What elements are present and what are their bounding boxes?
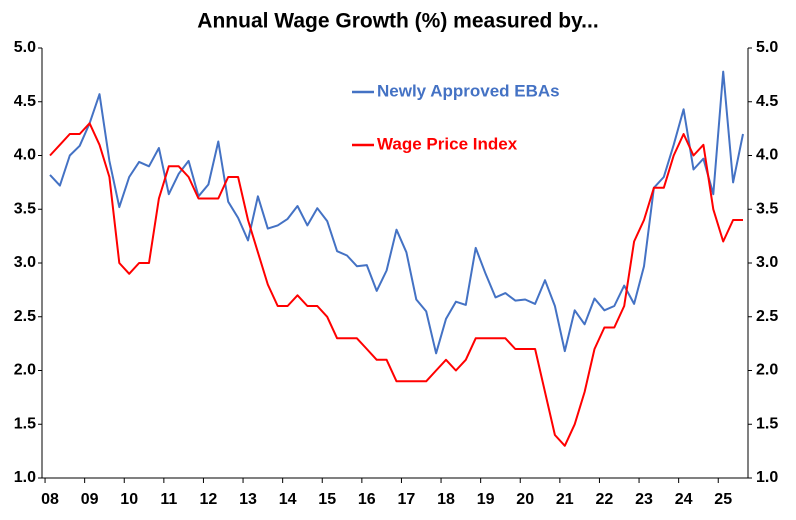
- x-tick-label: 11: [160, 491, 177, 508]
- series-line: [49, 70, 744, 355]
- legend-label: Wage Price Index: [377, 134, 518, 153]
- x-tick-label: 20: [516, 491, 534, 508]
- y-tick-label: 2.5: [14, 308, 36, 325]
- y-tick-label: 2.0: [14, 362, 36, 379]
- x-tick-label: 09: [81, 491, 99, 508]
- x-tick-label: 10: [120, 491, 138, 508]
- y2-tick-label: 3.0: [756, 254, 778, 271]
- y2-tick-label: 3.5: [756, 200, 778, 217]
- y2-tick-label: 1.5: [756, 415, 778, 432]
- x-tick-label: 25: [714, 491, 732, 508]
- x-tick-label: 18: [437, 491, 455, 508]
- x-tick-label: 22: [596, 491, 614, 508]
- y-tick-label: 5.0: [14, 39, 36, 56]
- x-tick-label: 12: [200, 491, 218, 508]
- y-tick-label: 3.0: [14, 254, 36, 271]
- y2-tick-label: 2.0: [756, 362, 778, 379]
- y2-tick-label: 4.0: [756, 147, 778, 164]
- x-tick-label: 23: [635, 491, 653, 508]
- x-tick-label: 17: [398, 491, 416, 508]
- series-line: [49, 122, 743, 447]
- legend-label: Newly Approved EBAs: [377, 81, 560, 100]
- y-tick-label: 4.5: [14, 93, 36, 110]
- x-tick-label: 14: [279, 491, 297, 508]
- x-tick-label: 19: [477, 491, 495, 508]
- x-tick-label: 16: [358, 491, 376, 508]
- y2-tick-label: 2.5: [756, 308, 778, 325]
- y-tick-label: 4.0: [14, 147, 36, 164]
- x-tick-label: 21: [556, 491, 574, 508]
- y2-tick-label: 4.5: [756, 93, 778, 110]
- x-tick-label: 24: [675, 491, 693, 508]
- x-tick-label: 13: [239, 491, 257, 508]
- x-tick-label: 08: [41, 491, 59, 508]
- y-tick-label: 3.5: [14, 200, 36, 217]
- y-tick-label: 1.0: [14, 469, 36, 486]
- y2-tick-label: 5.0: [756, 39, 778, 56]
- x-tick-label: 15: [318, 491, 336, 508]
- y-tick-label: 1.5: [14, 415, 36, 432]
- y2-tick-label: 1.0: [756, 469, 778, 486]
- chart-title: Annual Wage Growth (%) measured by...: [197, 10, 598, 33]
